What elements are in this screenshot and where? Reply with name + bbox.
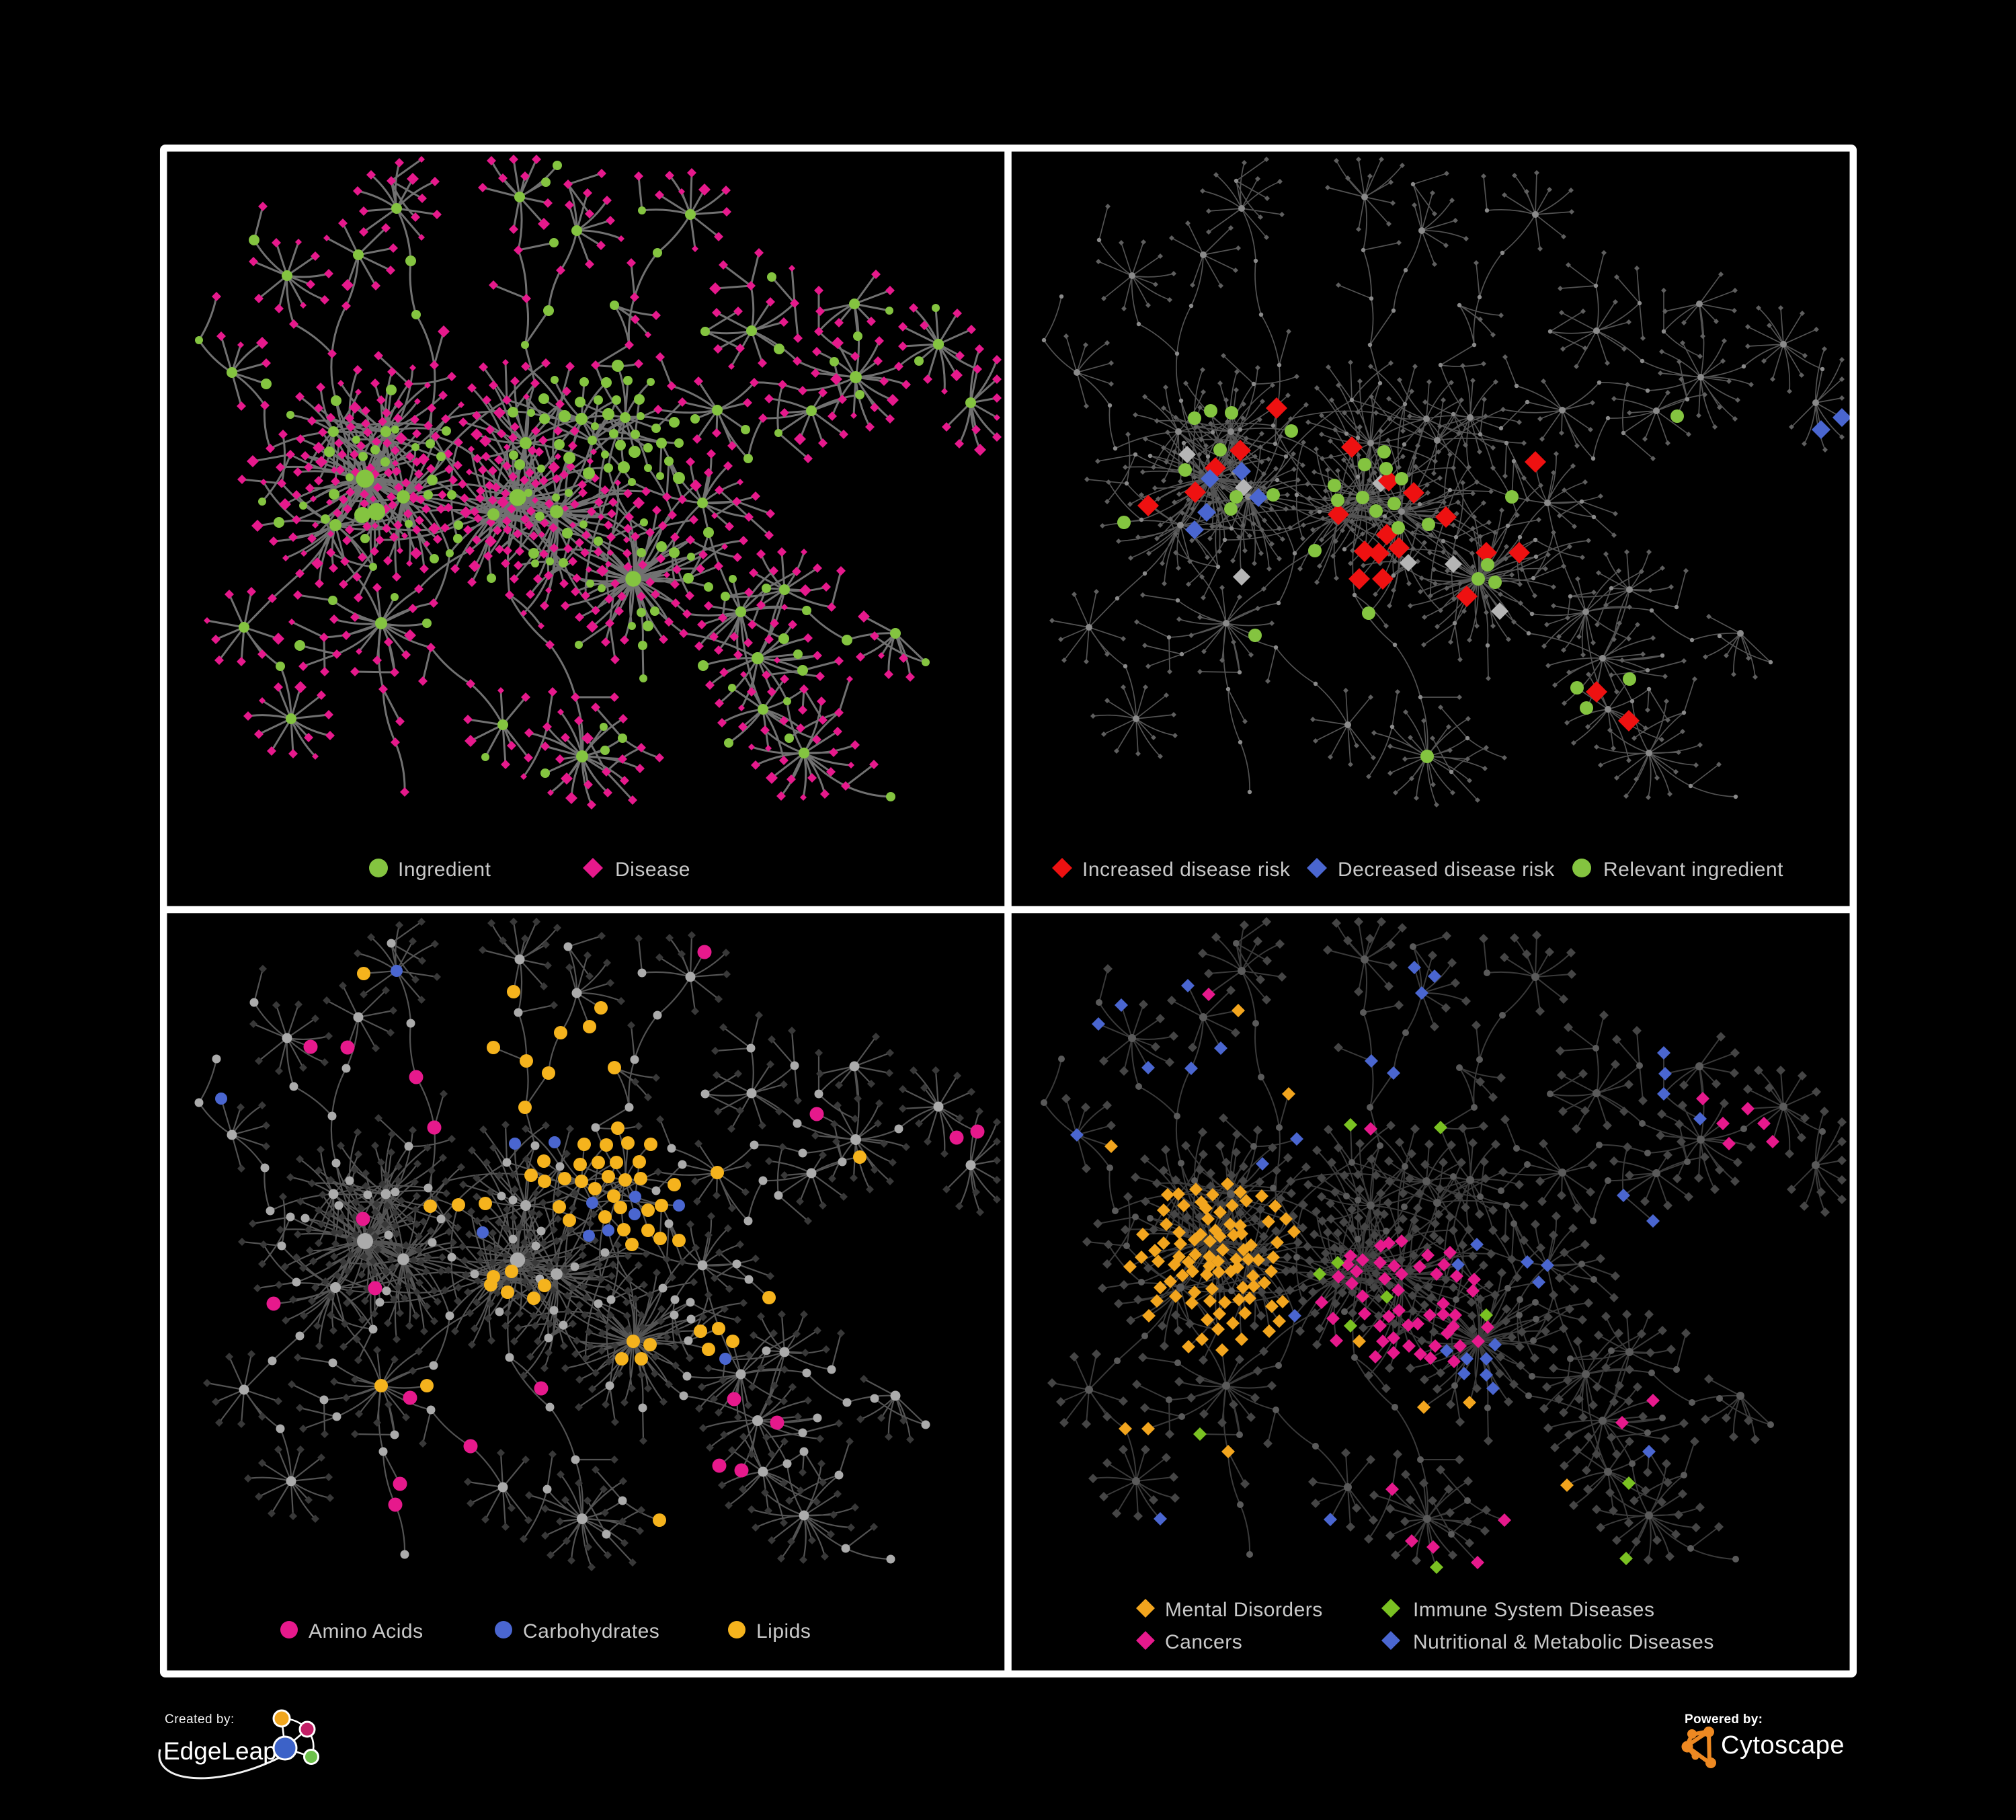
svg-text:Nutritional & Metabolic Diseas: Nutritional & Metabolic Diseases xyxy=(1413,1631,1714,1653)
svg-text:EdgeLeap: EdgeLeap xyxy=(163,1737,277,1765)
svg-text:Decreased disease risk: Decreased disease risk xyxy=(1338,859,1555,881)
svg-text:Relevant ingredient: Relevant ingredient xyxy=(1603,859,1783,881)
svg-text:Ingredient: Ingredient xyxy=(398,859,491,881)
svg-text:Cancers: Cancers xyxy=(1165,1631,1242,1653)
svg-text:Lipids: Lipids xyxy=(756,1620,811,1643)
svg-text:Mental Disorders: Mental Disorders xyxy=(1165,1599,1323,1621)
svg-text:Carbohydrates: Carbohydrates xyxy=(523,1620,659,1643)
svg-text:Disease: Disease xyxy=(615,859,690,881)
svg-text:Amino Acids: Amino Acids xyxy=(309,1620,424,1643)
svg-text:Powered by:: Powered by: xyxy=(1685,1712,1763,1727)
svg-text:Created by:: Created by: xyxy=(165,1712,235,1727)
svg-text:Immune System Diseases: Immune System Diseases xyxy=(1413,1599,1654,1621)
svg-text:Increased disease risk: Increased disease risk xyxy=(1082,859,1291,881)
svg-text:Cytoscape: Cytoscape xyxy=(1721,1731,1845,1759)
